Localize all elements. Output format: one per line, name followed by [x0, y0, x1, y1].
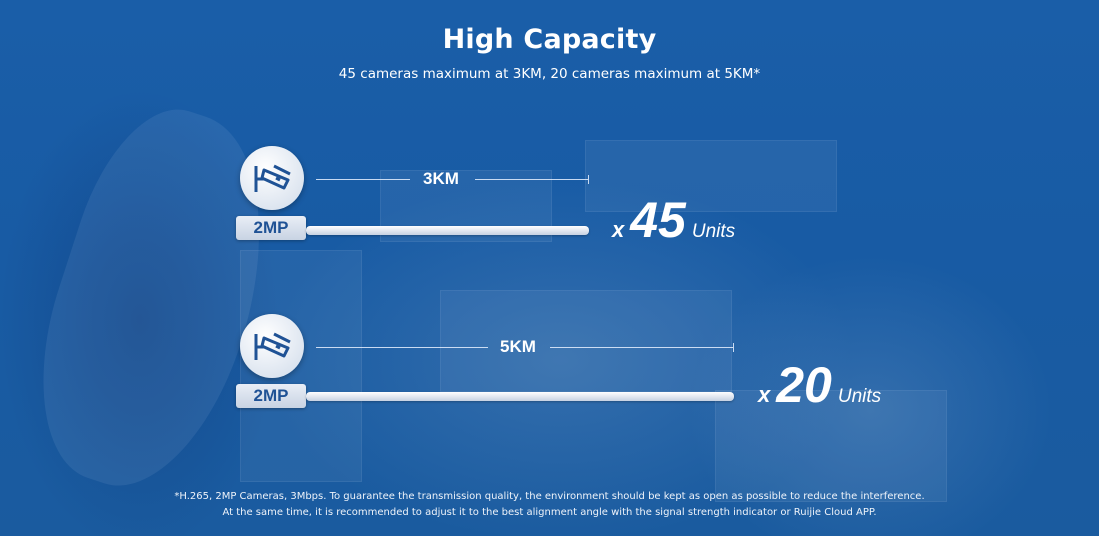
security-camera-icon — [254, 164, 291, 192]
distance-end-tick — [733, 343, 734, 352]
distance-line-left — [316, 347, 488, 348]
distance-bar — [306, 226, 589, 235]
unit-label: Units — [691, 221, 736, 242]
footnote-line: *H.265, 2MP Cameras, 3Mbps. To guarantee… — [174, 491, 925, 502]
page-title: High Capacity — [442, 24, 657, 55]
security-camera-icon — [254, 332, 291, 360]
camera-count: 20 — [776, 357, 832, 413]
camera-badge — [240, 314, 304, 378]
camera-resolution-badge: 2MP — [236, 384, 306, 408]
distance-line-left — [316, 179, 410, 180]
background-building — [585, 140, 837, 212]
camera-count: 45 — [630, 192, 686, 248]
capacity-row-5km: 2MP 5KM x 20 Units — [0, 0, 1099, 413]
capacity-count: x 20 Units — [758, 356, 881, 414]
unit-label: Units — [837, 386, 882, 407]
distance-end-tick — [588, 175, 589, 184]
distance-bar — [306, 392, 734, 401]
background-building — [715, 390, 947, 502]
page-subtitle: 45 cameras maximum at 3KM, 20 cameras ma… — [338, 66, 761, 82]
distance-line-right — [475, 179, 588, 180]
capacity-row-3km: 2MP 3KM x 45 Units — [0, 0, 1099, 248]
camera-badge — [240, 146, 304, 210]
background-building — [440, 290, 732, 392]
distance-label: 5KM — [500, 337, 536, 356]
capacity-count: x 45 Units — [612, 191, 735, 249]
multiplier-sign: x — [612, 217, 625, 242]
footnote: *H.265, 2MP Cameras, 3Mbps. To guarantee… — [0, 489, 1099, 521]
footnote-line: At the same time, it is recommended to a… — [222, 507, 877, 518]
multiplier-sign: x — [758, 382, 771, 407]
camera-resolution-badge: 2MP — [236, 216, 306, 240]
distance-line-right — [550, 347, 733, 348]
distance-label: 3KM — [423, 169, 459, 188]
